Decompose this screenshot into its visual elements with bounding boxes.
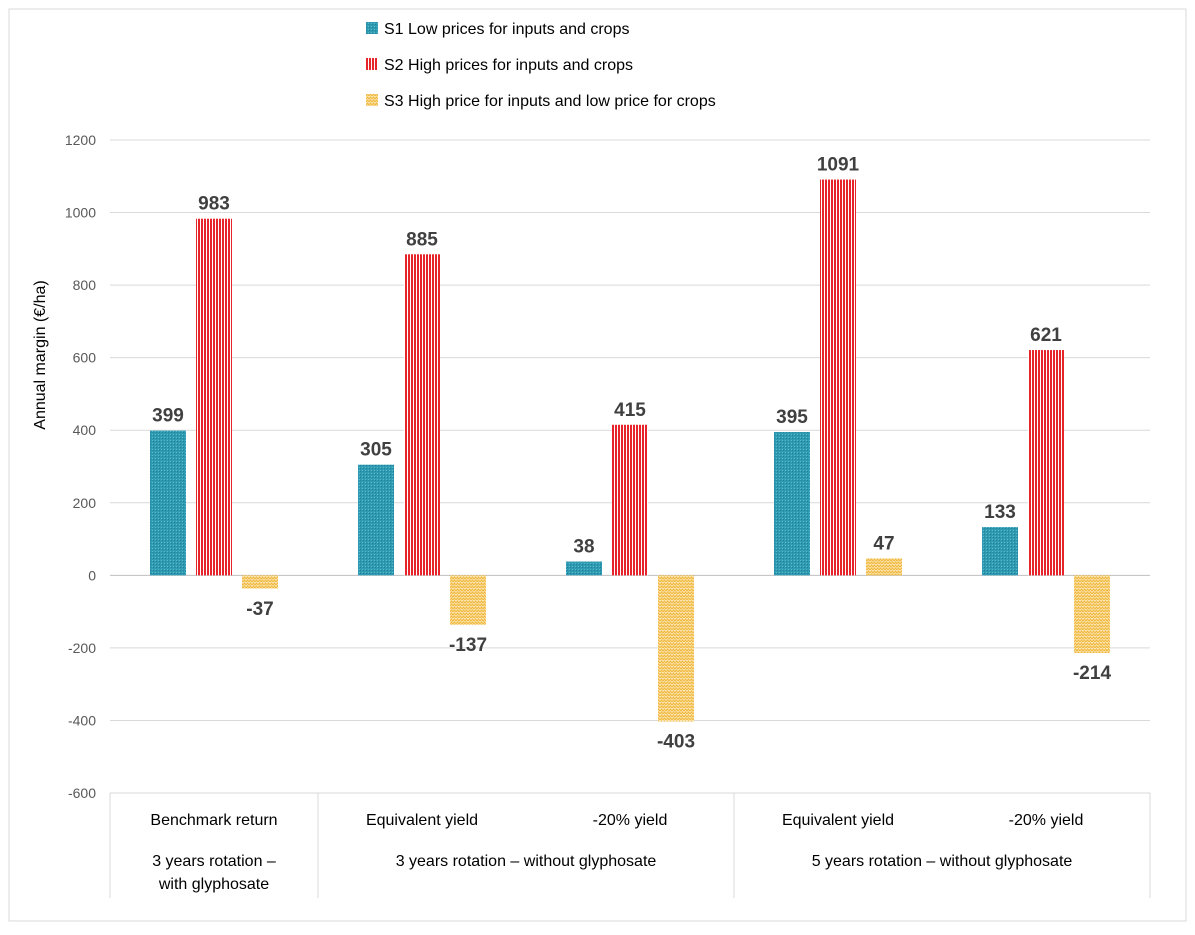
x-category-label: Benchmark return [150, 812, 277, 829]
bar [150, 430, 186, 576]
y-tick-label: 200 [73, 495, 97, 511]
data-label: 38 [573, 537, 594, 558]
data-label: 621 [1030, 325, 1062, 346]
bars [150, 179, 1110, 722]
legend-label: S1 Low prices for inputs and crops [384, 21, 629, 38]
bar [1074, 575, 1110, 653]
data-label: 305 [360, 440, 392, 461]
y-tick-label: 800 [73, 277, 97, 293]
bar [566, 561, 602, 576]
y-tick-label: -400 [68, 712, 96, 728]
legend-swatch [366, 58, 378, 70]
data-label: 399 [152, 406, 184, 427]
bar [774, 432, 810, 576]
bar [820, 179, 856, 576]
legend: S1 Low prices for inputs and crops S2 Hig… [366, 21, 716, 110]
x-group-label: 3 years rotation – without glyphosate [396, 853, 657, 870]
y-tick-label: 400 [73, 422, 97, 438]
bar [658, 575, 694, 722]
legend-swatch [366, 22, 378, 34]
y-tick-label: 600 [73, 350, 97, 366]
legend-label: S2 High prices for inputs and crops [384, 57, 633, 74]
x-axis: Benchmark return Equivalent yield -20% yie… [109, 792, 1151, 898]
data-label: -403 [657, 732, 695, 753]
data-label: 395 [776, 407, 808, 428]
bar [404, 254, 440, 576]
y-tick-label: -200 [68, 640, 96, 656]
bar [866, 558, 902, 576]
bar [196, 218, 232, 576]
x-group-label: 3 years rotation – [152, 853, 276, 870]
data-labels: 399 305 38 395 133 983 885 415 1091 621 -37 -137 -40… [152, 155, 1111, 753]
data-label: -214 [1073, 663, 1111, 684]
data-label: 983 [198, 194, 230, 215]
y-tick-label: -600 [68, 785, 96, 801]
data-label: -37 [246, 599, 273, 620]
bar [242, 575, 278, 589]
legend-swatch [366, 94, 378, 106]
data-label: 1091 [817, 155, 860, 176]
y-axis-ticks: -600 -400 -200 0 200 400 600 800 1000 1200 [65, 132, 96, 801]
y-axis-title: Annual margin (€/ha) [32, 280, 49, 429]
x-group-label-line2: with glyphosate [158, 876, 269, 893]
data-label: 133 [984, 502, 1016, 523]
data-label: 415 [614, 400, 646, 421]
data-label: -137 [449, 635, 487, 656]
x-category-label: -20% yield [1009, 812, 1084, 829]
bar [358, 464, 394, 576]
bar [612, 424, 648, 576]
x-category-label: Equivalent yield [366, 812, 478, 829]
data-label: 47 [873, 533, 894, 554]
y-tick-label: 0 [88, 567, 96, 583]
bar [1028, 350, 1064, 576]
y-tick-label: 1000 [65, 205, 96, 221]
bar [450, 575, 486, 626]
bar [982, 527, 1018, 576]
y-tick-label: 1200 [65, 132, 96, 148]
x-category-label: Equivalent yield [782, 812, 894, 829]
legend-label: S3 High price for inputs and low price f… [384, 93, 716, 110]
x-group-label: 5 years rotation – without glyphosate [812, 853, 1073, 870]
data-label: 885 [406, 229, 438, 250]
x-category-label: -20% yield [593, 812, 668, 829]
